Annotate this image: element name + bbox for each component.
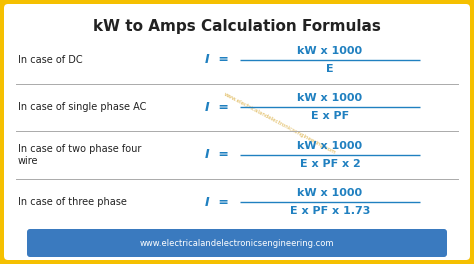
- Text: I  =: I =: [205, 53, 229, 66]
- Text: E: E: [326, 64, 334, 74]
- Text: E x PF x 1.73: E x PF x 1.73: [290, 206, 370, 216]
- Text: www.electricalandelectronicsengineering.com: www.electricalandelectronicsengineering.…: [223, 92, 337, 156]
- Text: wire: wire: [18, 156, 38, 166]
- Text: I  =: I =: [205, 101, 229, 114]
- Text: kW x 1000: kW x 1000: [298, 188, 363, 198]
- Text: In case of three phase: In case of three phase: [18, 197, 127, 207]
- Text: I  =: I =: [205, 196, 229, 209]
- Text: kW x 1000: kW x 1000: [298, 93, 363, 103]
- Text: E x PF x 2: E x PF x 2: [300, 159, 360, 169]
- Text: I  =: I =: [205, 148, 229, 161]
- FancyBboxPatch shape: [4, 4, 470, 260]
- Text: E x PF: E x PF: [311, 111, 349, 121]
- Text: kW x 1000: kW x 1000: [298, 141, 363, 151]
- Text: www.electricalandelectronicsengineering.com: www.electricalandelectronicsengineering.…: [140, 238, 334, 248]
- Text: In case of DC: In case of DC: [18, 55, 82, 65]
- Text: kW to Amps Calculation Formulas: kW to Amps Calculation Formulas: [93, 19, 381, 34]
- Text: kW x 1000: kW x 1000: [298, 46, 363, 56]
- Text: In case of two phase four: In case of two phase four: [18, 144, 141, 154]
- Text: In case of single phase AC: In case of single phase AC: [18, 102, 146, 112]
- FancyBboxPatch shape: [27, 229, 447, 257]
